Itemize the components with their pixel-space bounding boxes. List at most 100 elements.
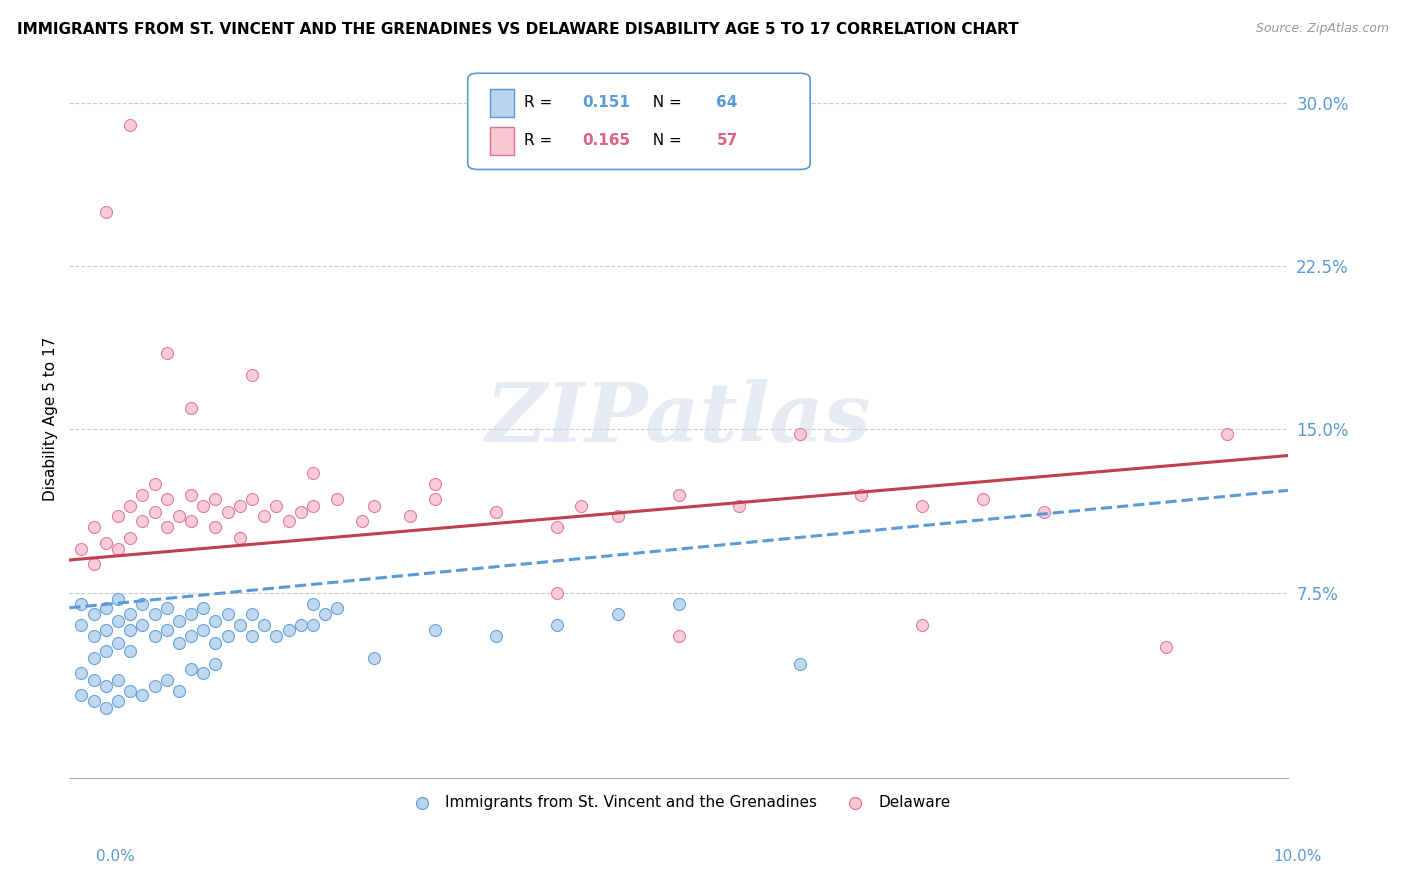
Point <box>120 499 142 513</box>
Point <box>485 629 508 643</box>
Point <box>217 607 239 622</box>
Text: N =: N = <box>643 95 688 111</box>
Text: R =: R = <box>524 133 557 148</box>
Point <box>94 644 117 658</box>
Point <box>217 629 239 643</box>
Point <box>167 683 190 698</box>
Point <box>668 597 690 611</box>
Point <box>107 542 129 557</box>
Point <box>70 597 93 611</box>
Point <box>131 597 153 611</box>
Point <box>204 635 226 649</box>
Point <box>94 205 117 219</box>
Point <box>70 666 93 681</box>
Point <box>83 520 105 534</box>
Legend: Immigrants from St. Vincent and the Grenadines, Delaware: Immigrants from St. Vincent and the Gren… <box>401 789 956 816</box>
Point <box>167 635 190 649</box>
FancyBboxPatch shape <box>468 73 810 169</box>
Point <box>156 520 179 534</box>
Point <box>240 607 263 622</box>
Point <box>1154 640 1177 654</box>
Text: 0.151: 0.151 <box>582 95 630 111</box>
Point <box>156 623 179 637</box>
Point <box>277 623 299 637</box>
Point <box>180 662 202 676</box>
Point <box>423 476 446 491</box>
Point <box>107 592 129 607</box>
Point <box>107 694 129 708</box>
Point <box>363 499 385 513</box>
Point <box>229 618 252 632</box>
Point <box>204 614 226 628</box>
Point <box>94 623 117 637</box>
Point <box>107 614 129 628</box>
Point <box>326 600 349 615</box>
Point <box>193 623 215 637</box>
Point <box>120 531 142 545</box>
Point <box>143 476 166 491</box>
Point <box>911 499 934 513</box>
Point <box>911 618 934 632</box>
Point <box>423 623 446 637</box>
Point <box>851 488 873 502</box>
Point <box>204 520 226 534</box>
Point <box>240 368 263 382</box>
Text: 57: 57 <box>716 133 738 148</box>
Point <box>399 509 422 524</box>
Point <box>83 651 105 665</box>
Point <box>253 509 276 524</box>
Point <box>789 657 811 672</box>
Text: 0.165: 0.165 <box>582 133 630 148</box>
Point <box>156 600 179 615</box>
Point <box>180 607 202 622</box>
Point <box>326 492 349 507</box>
Point <box>240 629 263 643</box>
Point <box>290 505 312 519</box>
Point <box>606 607 628 622</box>
Point <box>180 629 202 643</box>
Point <box>70 618 93 632</box>
Point <box>240 492 263 507</box>
Point <box>1033 505 1056 519</box>
Point <box>83 673 105 687</box>
Point <box>423 492 446 507</box>
Point <box>290 618 312 632</box>
Point <box>167 509 190 524</box>
Point <box>668 629 690 643</box>
Point <box>789 426 811 441</box>
Point <box>302 499 325 513</box>
Point <box>363 651 385 665</box>
Point <box>156 673 179 687</box>
Point <box>606 509 628 524</box>
Point <box>143 505 166 519</box>
Point <box>83 629 105 643</box>
Point <box>266 629 288 643</box>
FancyBboxPatch shape <box>489 88 515 117</box>
Point <box>120 607 142 622</box>
Point <box>193 666 215 681</box>
Point <box>546 585 568 599</box>
Point <box>107 509 129 524</box>
Point <box>120 644 142 658</box>
Point <box>131 514 153 528</box>
Point <box>156 492 179 507</box>
Point <box>94 600 117 615</box>
Point <box>350 514 373 528</box>
Point <box>107 673 129 687</box>
Point <box>94 535 117 549</box>
Point <box>972 492 994 507</box>
Point <box>120 118 142 132</box>
Point <box>94 701 117 715</box>
Text: 10.0%: 10.0% <box>1274 849 1322 864</box>
Point <box>253 618 276 632</box>
Point <box>120 683 142 698</box>
Point <box>728 499 751 513</box>
Point <box>180 514 202 528</box>
Point <box>193 600 215 615</box>
Point <box>546 520 568 534</box>
Point <box>83 558 105 572</box>
Point <box>143 679 166 693</box>
Point <box>302 618 325 632</box>
Point <box>302 466 325 480</box>
Point <box>70 688 93 702</box>
